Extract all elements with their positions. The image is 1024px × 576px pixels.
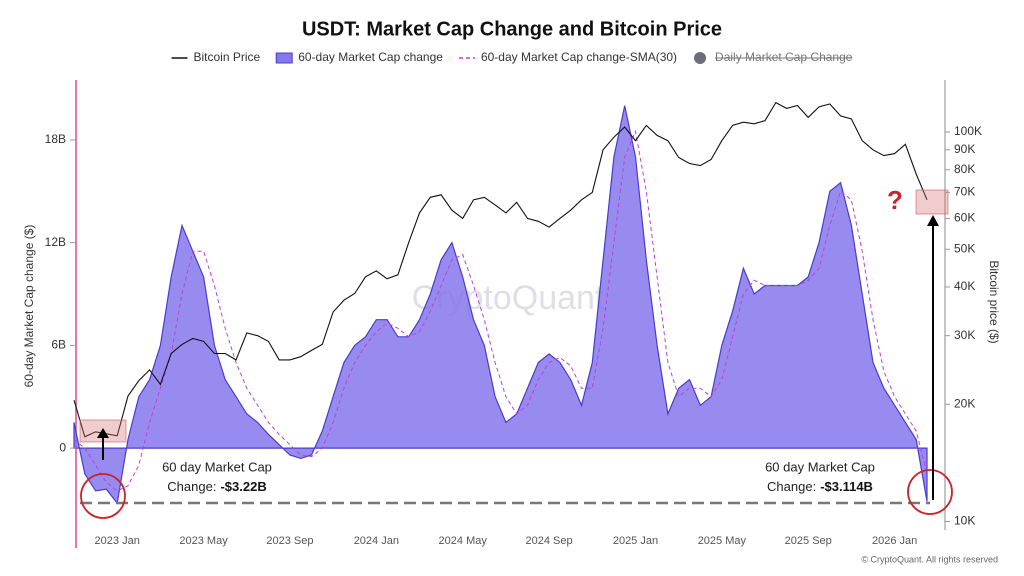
sma-line (73, 129, 928, 492)
annotation-line: Change: -$3.114B (767, 479, 873, 494)
question-mark: ? (887, 185, 903, 215)
legend-symbol (275, 52, 293, 64)
annotations: ? 60 day Market Cap Change: -$3.22B 60 day … (79, 185, 953, 519)
x-tick-label: 2025 Jan (613, 535, 658, 547)
y2-tick-label: 90K (954, 142, 975, 156)
y-tick-label: 0 (59, 440, 66, 454)
x-tick-label: 2023 Jan (95, 535, 140, 547)
highlight-circle (907, 469, 953, 515)
price-line (73, 101, 928, 438)
legend-item: Daily Market Cap Change (694, 50, 853, 64)
legend-item: Bitcoin Price (171, 50, 261, 64)
x-tick-label: 2025 May (698, 535, 747, 547)
x-tick-label: 2025 Sep (785, 535, 832, 547)
arrow-head (97, 428, 109, 438)
x-tick-label: 2023 May (179, 535, 228, 547)
legend-symbol (694, 52, 707, 64)
annotation-line: Change: -$3.22B (167, 479, 266, 494)
highlight-box (915, 189, 949, 215)
legend-item: 60-day Market Cap change (275, 50, 443, 64)
x-tick-label: 2024 Sep (526, 535, 573, 547)
legend-label: 60-day Market Cap change (298, 50, 443, 64)
legend-label: 60-day Market Cap change-SMA(30) (481, 50, 677, 64)
copyright: © CryptoQuant. All rights reserved (861, 554, 998, 564)
highlight-circle (80, 473, 126, 519)
annotation-value: -$3.114B (820, 479, 873, 494)
x-tick-label: 2024 May (439, 535, 488, 547)
y-tick-label: 6B (51, 338, 66, 352)
x-tick-label: 2026 Jan (872, 535, 917, 547)
y-tick-label: 12B (45, 235, 66, 249)
plot-area (73, 101, 928, 505)
annotation-line: 60 day Market Cap (765, 459, 875, 474)
y2-tick-label: 10K (954, 514, 975, 528)
annotation-value: -$3.22B (220, 479, 266, 494)
arrow-head (927, 215, 939, 226)
y2-tick-label: 40K (954, 279, 975, 293)
annotation-line: 60 day Market Cap (162, 459, 272, 474)
y2-tick-label: 60K (954, 211, 975, 225)
x-tick-label: 2024 Jan (354, 535, 399, 547)
y2-tick-label: 80K (954, 162, 975, 176)
y2-axis-title: Bitcoin price ($) (987, 260, 1001, 343)
annotation-label: Change: (167, 479, 216, 494)
y2-tick-label: 50K (954, 241, 975, 255)
y2-tick-label: 20K (954, 396, 975, 410)
legend-item: 60-day Market Cap change-SMA(30) (458, 50, 677, 64)
y-axis-title: 60-day Market Cap change ($) (22, 225, 36, 388)
y2-tick-label: 70K (954, 185, 975, 199)
y2-tick-label: 30K (954, 328, 975, 342)
y2-tick-label: 100K (954, 124, 982, 138)
chart-title: USDT: Market Cap Change and Bitcoin Pric… (302, 18, 722, 40)
x-tick-label: 2023 Sep (266, 535, 313, 547)
legend-label: Daily Market Cap Change (715, 50, 853, 64)
annotation-label: Change: (767, 479, 816, 494)
legend-label: Bitcoin Price (194, 50, 261, 64)
y-tick-label: 18B (45, 132, 66, 146)
legend: Bitcoin Price 60-day Market Cap change 60-… (171, 50, 853, 64)
